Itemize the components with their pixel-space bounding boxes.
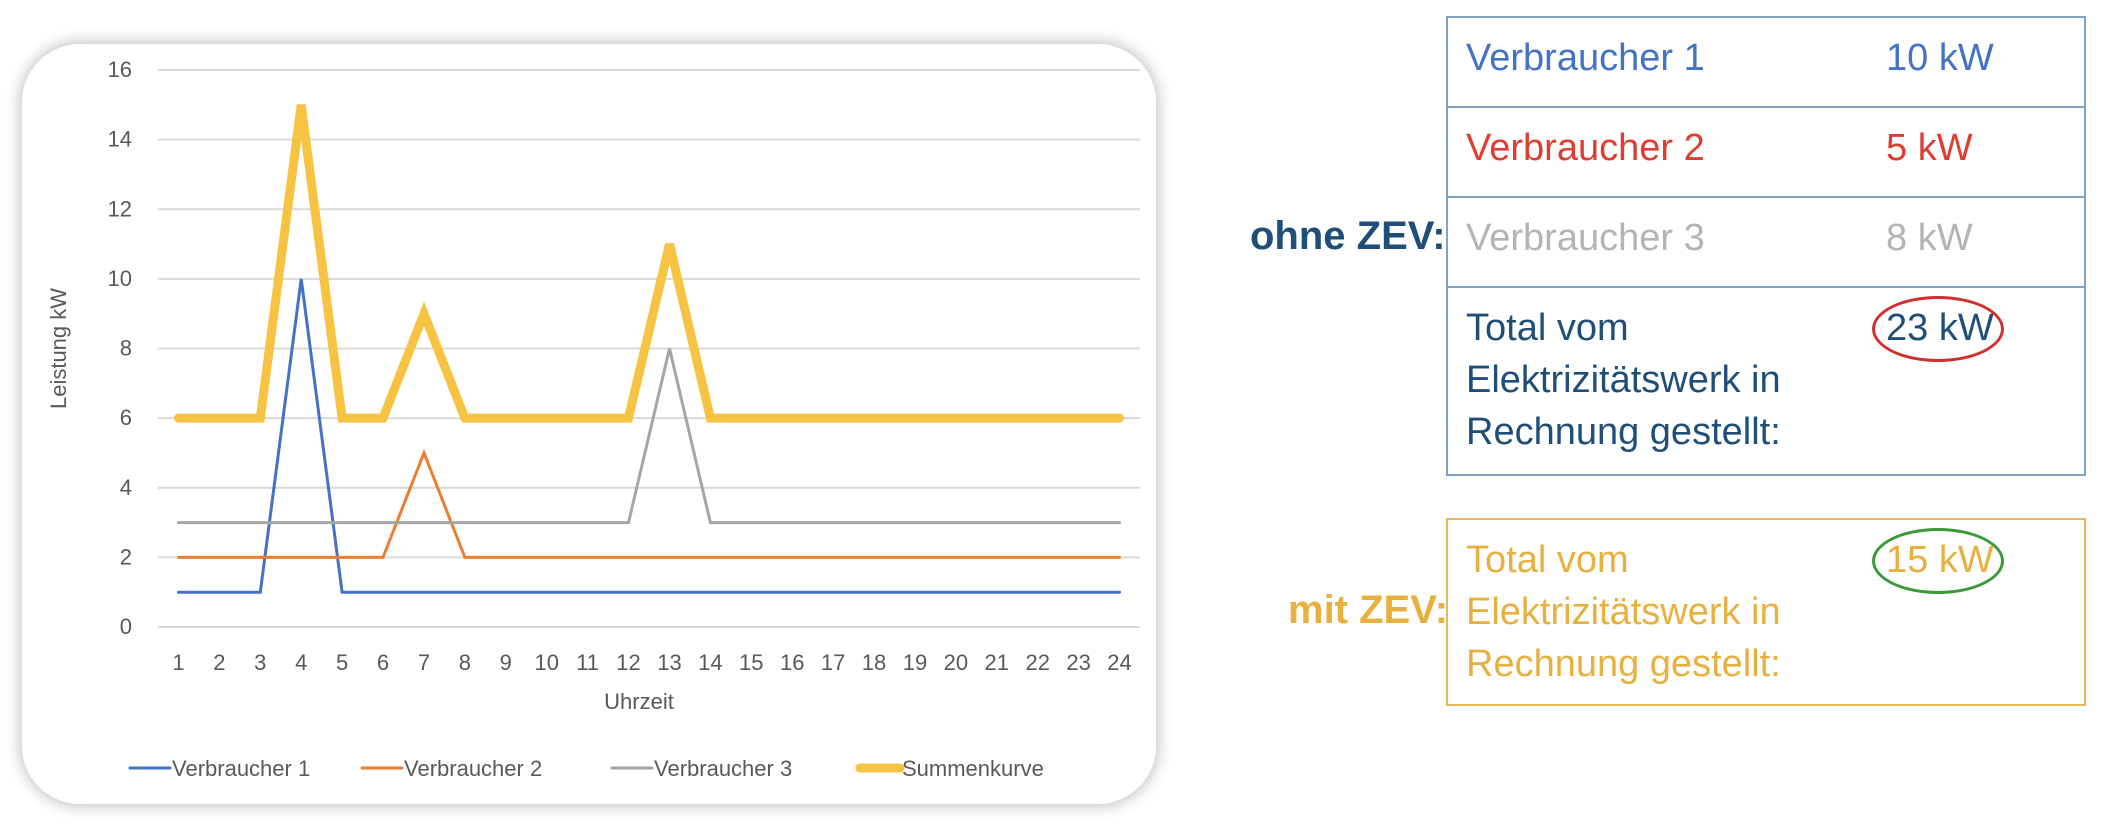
y-tick-label: 4 xyxy=(120,475,132,500)
y-tick-label: 2 xyxy=(120,544,132,569)
row-name: Verbraucher 2 xyxy=(1447,107,1886,198)
row-value: 5 kW xyxy=(1886,107,2085,198)
x-tick-label: 1 xyxy=(172,650,184,675)
ohne-zev-table: Verbraucher 1 10 kW Verbraucher 2 5 kW V… xyxy=(1446,16,2086,476)
x-tick-label: 24 xyxy=(1107,650,1131,675)
y-tick-label: 8 xyxy=(120,336,132,361)
ohne-zev-label: ohne ZEV: xyxy=(1250,214,1446,258)
series-line xyxy=(177,348,1121,525)
x-tick-label: 17 xyxy=(821,650,845,675)
x-tick-label: 22 xyxy=(1025,650,1049,675)
row-name: Verbraucher 1 xyxy=(1447,17,1886,108)
x-tick-label: 18 xyxy=(862,650,886,675)
table-row: Verbraucher 1 10 kW xyxy=(1447,17,2085,108)
x-tick-label: 7 xyxy=(418,650,430,675)
row-value: 10 kW xyxy=(1886,17,2085,108)
highlight-circle xyxy=(1872,528,2004,594)
total-row: Total vom Elektrizitätswerk in Rechnung … xyxy=(1447,287,2085,475)
mit-zev-table: Total vom Elektrizitätswerk in Rechnung … xyxy=(1446,518,2086,706)
total-line: Rechnung gestellt: xyxy=(1466,411,1781,453)
x-axis-label: Uhrzeit xyxy=(604,689,674,714)
y-tick-label: 6 xyxy=(120,405,132,430)
total-line: Elektrizitätswerk in xyxy=(1466,591,1781,633)
x-tick-label: 20 xyxy=(944,650,968,675)
legend-label: Verbraucher 2 xyxy=(404,756,542,781)
row-value: 8 kW xyxy=(1886,197,2085,288)
series-line xyxy=(174,104,1124,423)
legend-label: Verbraucher 3 xyxy=(654,756,792,781)
x-tick-label: 11 xyxy=(576,650,599,675)
highlight-circle xyxy=(1872,296,2004,362)
total-line: Rechnung gestellt: xyxy=(1466,643,1781,685)
y-axis-label: Leistung kW xyxy=(46,288,71,409)
total-value-cell: 15 kW xyxy=(1872,519,2085,705)
row-name: Verbraucher 3 xyxy=(1447,197,1886,288)
y-tick-label: 10 xyxy=(108,266,132,291)
y-tick-label: 0 xyxy=(120,614,132,639)
x-tick-label: 5 xyxy=(336,650,348,675)
x-tick-label: 10 xyxy=(534,650,558,675)
x-tick-label: 12 xyxy=(616,650,640,675)
x-tick-label: 13 xyxy=(657,650,681,675)
x-tick-label: 21 xyxy=(985,650,1009,675)
total-line: Elektrizitätswerk in xyxy=(1466,359,1781,401)
total-line: Total vom xyxy=(1466,307,1629,349)
chart-card: 0 2 4 6 8 10 12 14 16 1 2 3 4 5 6 7 8 9 10 11 12 13 14 15 16 17 18… xyxy=(22,44,1156,804)
table-row: Verbraucher 3 8 kW xyxy=(1447,197,2085,288)
y-tick-label: 12 xyxy=(108,196,132,221)
x-tick-label: 14 xyxy=(698,650,722,675)
x-tick-label: 15 xyxy=(739,650,763,675)
x-tick-label: 2 xyxy=(213,650,225,675)
x-tick-label: 4 xyxy=(295,650,307,675)
mit-zev-label: mit ZEV: xyxy=(1288,588,1449,632)
x-tick-label: 16 xyxy=(780,650,804,675)
total-row: Total vom Elektrizitätswerk in Rechnung … xyxy=(1447,519,2085,705)
series-line xyxy=(177,278,1121,594)
y-tick-label: 14 xyxy=(108,127,132,152)
x-tick-label: 23 xyxy=(1066,650,1090,675)
x-tick-label: 6 xyxy=(377,650,389,675)
x-tick-label: 8 xyxy=(459,650,471,675)
legend-label: Verbraucher 1 xyxy=(172,756,310,781)
total-line: Total vom xyxy=(1466,539,1629,581)
total-label: Total vom Elektrizitätswerk in Rechnung … xyxy=(1447,519,1886,705)
total-label: Total vom Elektrizitätswerk in Rechnung … xyxy=(1447,287,1886,475)
total-value-cell: 23 kW xyxy=(1872,287,2085,475)
y-tick-label: 16 xyxy=(108,57,132,82)
legend-label: Summenkurve xyxy=(902,756,1044,781)
x-tick-label: 3 xyxy=(254,650,266,675)
series-line xyxy=(177,448,1121,559)
x-tick-label: 9 xyxy=(500,650,512,675)
x-tick-label: 19 xyxy=(903,650,927,675)
table-row: Verbraucher 2 5 kW xyxy=(1447,107,2085,198)
